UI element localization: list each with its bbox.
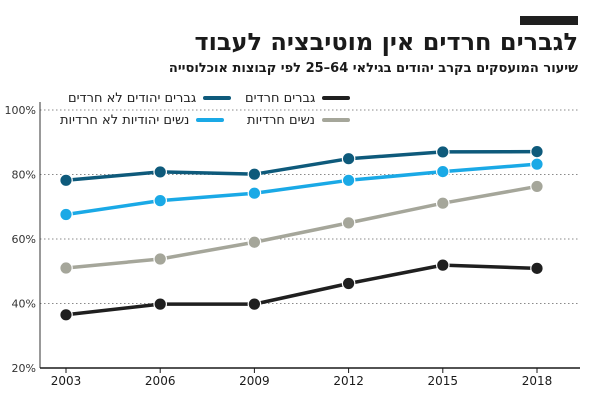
legend-swatch bbox=[322, 118, 351, 122]
legend-item-non-haredi-women: נשים יהודיות לא חרדיות bbox=[60, 110, 225, 130]
data-point bbox=[435, 258, 450, 272]
y-tick-label: 20% bbox=[12, 362, 36, 375]
series-line-1 bbox=[64, 149, 539, 183]
chart-subtitle: שיעור המועסקים בקרב יהודים בגילאי 64–25 … bbox=[168, 61, 578, 76]
data-point bbox=[247, 235, 262, 250]
data-point bbox=[530, 179, 544, 194]
data-point bbox=[59, 261, 73, 275]
data-point bbox=[153, 297, 167, 311]
data-point bbox=[435, 145, 450, 159]
data-point bbox=[247, 186, 262, 201]
legend-item-haredi-men: גברים חרדים bbox=[245, 88, 351, 108]
legend-item-non-haredi-men: גברים יהודים לא חרדים bbox=[68, 88, 232, 108]
legend-label: נשים יהודיות לא חרדיות bbox=[60, 112, 190, 128]
data-point bbox=[153, 252, 167, 266]
series-line-3 bbox=[64, 162, 539, 217]
data-point bbox=[247, 167, 262, 181]
y-axis: 20% 40% 60% 80% 100% bbox=[5, 102, 41, 375]
x-tick-label: 2006 bbox=[145, 374, 176, 388]
data-point bbox=[59, 207, 73, 222]
y-tick-label: 80% bbox=[12, 169, 36, 182]
x-tick-label: 2009 bbox=[239, 374, 270, 388]
data-point bbox=[59, 307, 73, 322]
data-point bbox=[341, 276, 356, 291]
data-point bbox=[341, 173, 356, 188]
series-lines bbox=[64, 149, 539, 317]
header-accent-bar bbox=[520, 16, 578, 25]
legend-swatch bbox=[203, 96, 232, 100]
legend-label: גברים חרדים bbox=[245, 90, 316, 106]
y-tick-label: 60% bbox=[12, 233, 36, 246]
data-point bbox=[530, 144, 544, 159]
legend-label: גברים יהודים לא חרדים bbox=[68, 90, 197, 106]
chart-title: לגברים חרדים אין מוטיבציה לעבוד bbox=[194, 28, 578, 56]
data-point bbox=[341, 216, 356, 230]
legend-label: נשים חרדיות bbox=[247, 112, 316, 128]
x-tick-label: 2012 bbox=[333, 374, 364, 388]
series-points bbox=[59, 144, 544, 322]
data-point bbox=[341, 151, 356, 166]
x-tick-label: 2003 bbox=[51, 374, 82, 388]
x-axis: 2003 2006 2009 2012 2015 2018 bbox=[40, 367, 580, 388]
x-tick-label: 2015 bbox=[428, 374, 459, 388]
data-point bbox=[153, 193, 167, 208]
data-point bbox=[435, 196, 450, 211]
data-point bbox=[153, 165, 167, 179]
legend: גברים חרדים גברים יהודים לא חרדים נשים ח… bbox=[55, 88, 370, 134]
legend-swatch bbox=[322, 96, 351, 100]
series-line-0 bbox=[64, 263, 539, 317]
legend-item-haredi-women: נשים חרדיות bbox=[247, 110, 351, 130]
legend-swatch bbox=[196, 118, 225, 122]
series-line-2 bbox=[64, 184, 539, 270]
y-tick-label: 100% bbox=[5, 104, 36, 117]
y-tick-label: 40% bbox=[12, 298, 36, 311]
data-point bbox=[435, 164, 450, 179]
x-tick-label: 2018 bbox=[522, 374, 553, 388]
data-point bbox=[59, 173, 73, 188]
data-point bbox=[247, 297, 262, 311]
data-point bbox=[530, 261, 544, 276]
data-point bbox=[530, 157, 544, 171]
